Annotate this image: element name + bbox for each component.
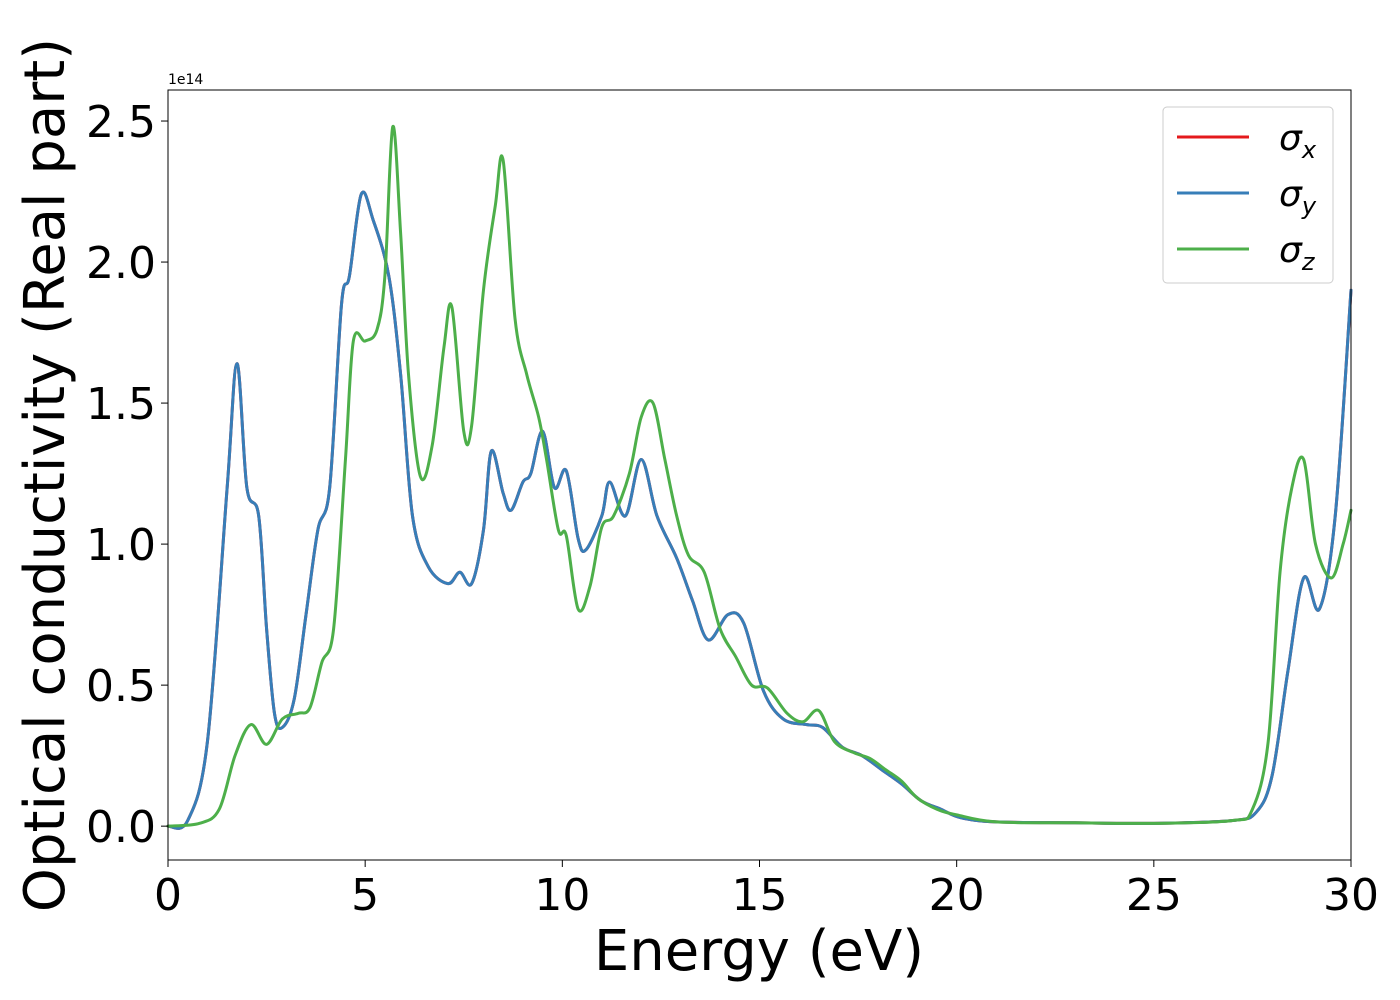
x-tick-label: 15 [732, 870, 788, 921]
offset-text: 1e14 [168, 72, 203, 88]
y-axis-ticks: 0.0 0.5 1.0 1.5 2.0 2.5 [86, 97, 168, 853]
y-tick-label: 1.0 [86, 520, 156, 571]
y-tick-label: 0.0 [86, 802, 156, 853]
legend-label-z: σz [1279, 230, 1316, 276]
legend-label-y: σy [1279, 174, 1317, 220]
y-axis-label: Optical conductivity (Real part) [13, 38, 78, 912]
x-axis-label: Energy (eV) [594, 919, 924, 984]
x-tick-label: 30 [1323, 870, 1379, 921]
series-line-z [166, 125, 1353, 828]
x-axis-ticks: 0 5 10 15 20 25 30 [154, 860, 1379, 921]
legend-frame [1162, 106, 1334, 284]
x-tick-label: 10 [534, 870, 590, 921]
x-tick-label: 25 [1126, 870, 1182, 921]
x-tick-label: 20 [929, 870, 985, 921]
y-tick-label: 2.5 [86, 97, 156, 148]
x-tick-label: 0 [154, 870, 182, 921]
x-tick-label: 5 [351, 870, 379, 921]
y-tick-label: 1.5 [86, 379, 156, 430]
y-tick-label: 0.5 [86, 661, 156, 712]
plot-background [168, 90, 1351, 860]
y-tick-label: 2.0 [86, 238, 156, 289]
series-lines [166, 125, 1353, 830]
legend: σx σy σz [1162, 106, 1334, 284]
legend-label-x: σx [1279, 118, 1317, 164]
